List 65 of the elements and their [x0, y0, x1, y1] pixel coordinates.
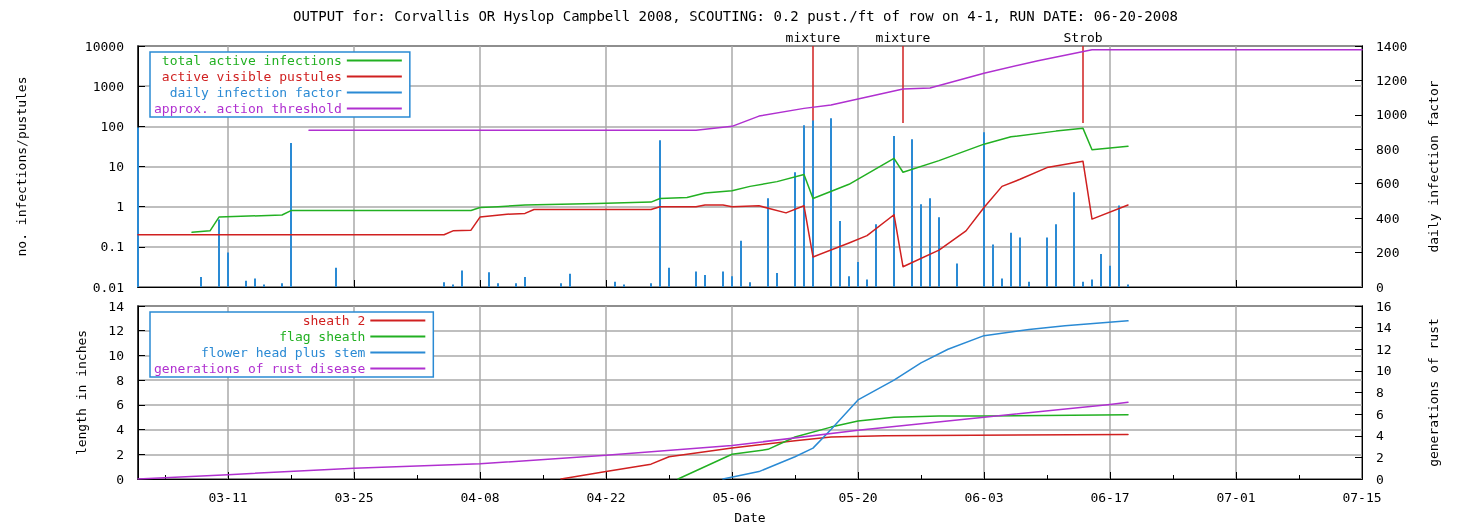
- y-tick-label: 12: [108, 323, 124, 339]
- y-tick-label: 14: [108, 298, 125, 314]
- legend-label: flower head plus stem: [200, 345, 366, 360]
- line-series: [137, 401, 1129, 480]
- y2-axis-title: generations of rust: [1426, 318, 1441, 467]
- y2-tick-label: 400: [1376, 210, 1400, 226]
- y2-tick-label: 0: [1376, 471, 1384, 487]
- y2-tick-label: 1200: [1376, 72, 1408, 88]
- y2-tick-label: 800: [1376, 141, 1400, 157]
- y2-tick-label: 14: [1376, 320, 1392, 336]
- ref-line-label: mixture: [875, 30, 931, 45]
- y2-tick-label: 8: [1376, 385, 1384, 400]
- x-tick-label: 03-11: [208, 490, 248, 505]
- y-tick-label: 10000: [84, 38, 124, 54]
- y2-tick-label: 10: [1376, 363, 1392, 379]
- y-tick-label: 2: [116, 446, 124, 462]
- x-tick-label: 07-01: [1216, 490, 1256, 505]
- y2-tick-label: 0: [1376, 279, 1384, 295]
- y-axis-title: length in inches: [74, 329, 89, 456]
- y-tick-label: 6: [116, 397, 124, 413]
- x-tick-label: 07-15: [1342, 490, 1382, 505]
- ref-line-label: Strob: [1063, 30, 1103, 45]
- ref-line-label: mixture: [785, 30, 841, 45]
- y-tick-label: 10: [108, 159, 124, 174]
- y-axis-title: no. infections/pustules: [14, 76, 29, 257]
- x-tick-label: 05-20: [838, 490, 878, 505]
- x-tick-label: 03-25: [334, 490, 374, 505]
- x-tick-label: 04-22: [586, 490, 626, 505]
- y-tick-label: 8: [116, 372, 124, 388]
- y-tick-label: 1: [116, 199, 124, 215]
- x-axis-title: Date: [734, 510, 766, 525]
- legend-label: flag sheath: [279, 329, 366, 344]
- y-tick-label: 1000: [92, 78, 124, 94]
- y2-tick-label: 1000: [1376, 107, 1408, 123]
- legend-label: approx. action threshold: [154, 101, 342, 116]
- y-tick-label: 100: [100, 118, 124, 134]
- y2-tick-label: 600: [1376, 176, 1400, 192]
- legend-label: total active infections: [161, 53, 342, 68]
- x-tick-label: 06-17: [1090, 490, 1130, 505]
- y2-tick-label: 6: [1376, 406, 1384, 422]
- line-series: [191, 127, 1129, 234]
- x-tick-label: 04-08: [460, 490, 500, 505]
- line-series: [677, 413, 1129, 480]
- line-series: [560, 433, 1129, 480]
- y2-tick-label: 12: [1376, 341, 1392, 357]
- y2-tick-label: 16: [1376, 298, 1392, 314]
- y-tick-label: 4: [116, 422, 125, 438]
- line-series: [722, 320, 1129, 480]
- y2-tick-label: 2: [1376, 449, 1384, 465]
- y2-tick-label: 200: [1376, 245, 1400, 261]
- legend-label: active visible pustules: [161, 69, 342, 84]
- chart-title: OUTPUT for: Corvallis OR Hyslop Campbell 2008, SCOUTING: 0.2 pust./ft of row on 4-1, RUN DATE: 06-20-2008: [292, 8, 1179, 24]
- y-tick-label: 0: [116, 471, 124, 487]
- x-tick-label: 05-06: [712, 490, 752, 505]
- y-tick-label: 10: [108, 347, 124, 363]
- y2-tick-label: 4: [1376, 428, 1384, 444]
- legend-label: generations of rust disease: [153, 361, 366, 376]
- y-tick-label: 0.1: [100, 239, 124, 255]
- y2-tick-label: 1400: [1376, 38, 1408, 54]
- x-tick-label: 06-03: [964, 490, 1004, 505]
- y-tick-label: 0.01: [92, 279, 124, 295]
- y2-axis-title: daily infection factor: [1426, 80, 1441, 253]
- legend-label: daily infection factor: [169, 85, 343, 100]
- legend-label: sheath 2: [302, 313, 366, 328]
- line-series: [137, 160, 1129, 268]
